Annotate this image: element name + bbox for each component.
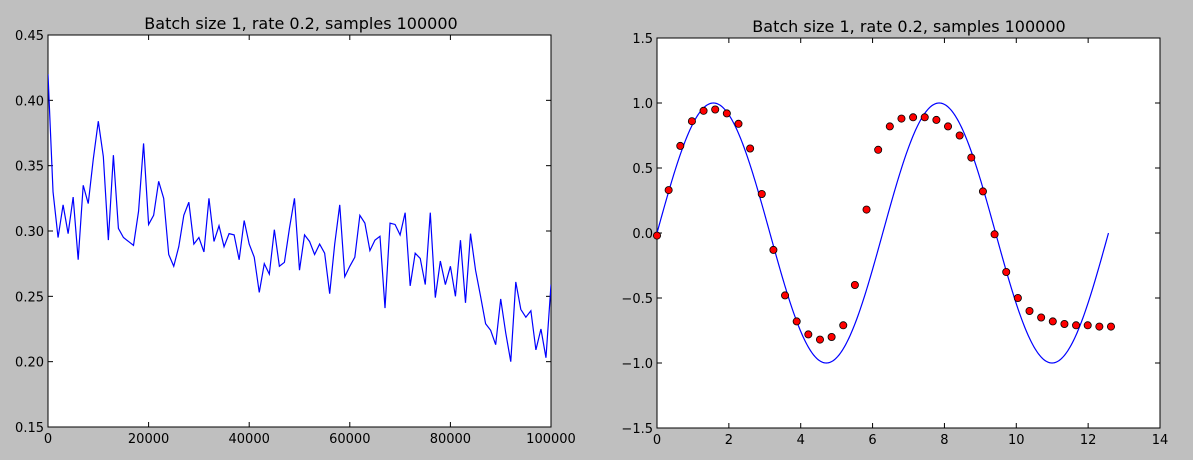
loss-chart-x-tick-label: 100000 <box>526 432 576 447</box>
sine-fit-chart-data-point <box>676 141 685 150</box>
sine-fit-chart-x-tick-label: 4 <box>797 433 805 448</box>
sine-fit-chart-x-tick-label: 14 <box>1152 433 1169 448</box>
sine-fit-chart-y-tick-label: −1.0 <box>621 357 653 372</box>
sine-fit-chart-data-point <box>839 321 848 330</box>
sine-fit-chart-data-point <box>862 205 871 214</box>
sine-fit-chart-y-tick-label: 1.5 <box>632 32 653 47</box>
sine-fit-chart-data-point <box>687 117 696 126</box>
sine-fit-chart-data-point <box>897 114 906 123</box>
loss-chart-title: Batch size 1, rate 0.2, samples 100000 <box>144 14 457 33</box>
sine-fit-chart-plot-area <box>656 37 1161 429</box>
sine-fit-chart-data-point <box>653 231 662 240</box>
sine-fit-chart-data-point <box>944 122 953 131</box>
sine-fit-chart-data-point <box>955 131 964 140</box>
sine-fit-chart-data-point <box>711 105 720 114</box>
sine-fit-chart-data-point <box>1106 322 1115 331</box>
loss-chart-y-tick-label: 0.45 <box>15 29 44 44</box>
sine-fit-chart-data-point <box>781 291 790 300</box>
sine-fit-chart-y-tick-label: 0.0 <box>632 227 653 242</box>
loss-chart-x-tick-label: 0 <box>44 432 52 447</box>
sine-fit-chart-series-line <box>657 102 1110 364</box>
sine-fit-chart-x-tick-label: 6 <box>868 433 876 448</box>
sine-fit-chart-data-point <box>769 245 778 254</box>
loss-chart-x-tick-label: 40000 <box>229 432 270 447</box>
sine-fit-chart-y-tick-label: −1.5 <box>621 422 653 437</box>
sine-fit-chart-data-point <box>722 109 731 118</box>
sine-fit-chart-data-point <box>734 119 743 128</box>
sine-fit-chart-x-tick-label: 10 <box>1008 433 1025 448</box>
loss-chart-y-tick-label: 0.20 <box>15 356 44 371</box>
sine-fit-chart-y-tick-label: −0.5 <box>621 292 653 307</box>
sine-fit-chart-y-tick-label: 1.0 <box>632 97 653 112</box>
sine-fit-chart-title: Batch size 1, rate 0.2, samples 100000 <box>752 17 1065 36</box>
sine-fit-chart-data-point <box>932 115 941 124</box>
loss-chart-x-tick-label: 80000 <box>430 432 471 447</box>
loss-chart-x-tick-label: 20000 <box>128 432 169 447</box>
sine-fit-chart-data-point <box>757 189 766 198</box>
sine-fit-chart-data-point <box>804 330 813 339</box>
sine-fit-chart-data-point <box>827 332 836 341</box>
loss-chart-y-tick-label: 0.40 <box>15 94 44 109</box>
sine-fit-chart-x-tick-label: 8 <box>940 433 948 448</box>
sine-fit-chart-data-point <box>1048 317 1057 326</box>
sine-fit-chart-x-tick-label: 2 <box>725 433 733 448</box>
sine-fit-chart: Batch size 1, rate 0.2, samples 100000 0… <box>621 17 1168 448</box>
loss-chart-y-tick-label: 0.30 <box>15 225 44 240</box>
sine-fit-chart-data-point <box>990 230 999 239</box>
sine-fit-chart-data-point <box>909 113 918 122</box>
sine-fit-chart-data-point <box>746 144 755 153</box>
loss-chart-series-line <box>48 74 551 362</box>
sine-fit-chart-data-point <box>978 187 987 196</box>
loss-chart-y-tick-label: 0.15 <box>15 421 44 436</box>
loss-chart-y-tick-label: 0.35 <box>15 160 44 175</box>
sine-fit-chart-data-point <box>874 145 883 154</box>
sine-fit-chart-x-tick-label: 12 <box>1080 433 1097 448</box>
sine-fit-chart-x-tick-label: 0 <box>653 433 661 448</box>
sine-fit-chart-data-point <box>1095 322 1104 331</box>
sine-fit-chart-data-point <box>850 280 859 289</box>
sine-fit-chart-data-point <box>1083 321 1092 330</box>
sine-fit-chart-data-point <box>815 335 824 344</box>
sine-fit-chart-data-point <box>699 106 708 115</box>
sine-fit-chart-data-point <box>1072 321 1081 330</box>
sine-fit-chart-data-point <box>1060 319 1069 328</box>
sine-fit-chart-y-tick-label: 0.5 <box>632 162 653 177</box>
loss-chart-y-tick-label: 0.25 <box>15 290 44 305</box>
loss-chart-x-tick-label: 60000 <box>329 432 370 447</box>
loss-chart: Batch size 1, rate 0.2, samples 100000 0… <box>15 14 576 447</box>
sine-fit-chart-data-point <box>1037 313 1046 322</box>
sine-fit-chart-data-point <box>1002 267 1011 276</box>
loss-chart-plot-area <box>47 34 552 428</box>
sine-fit-chart-data-point <box>664 186 673 195</box>
sine-fit-chart-data-point <box>920 113 929 122</box>
sine-fit-chart-data-point <box>792 317 801 326</box>
sine-fit-chart-data-point <box>967 153 976 162</box>
sine-fit-chart-data-point <box>885 122 894 131</box>
sine-fit-chart-data-point <box>1013 293 1022 302</box>
sine-fit-chart-data-point <box>1025 306 1034 315</box>
